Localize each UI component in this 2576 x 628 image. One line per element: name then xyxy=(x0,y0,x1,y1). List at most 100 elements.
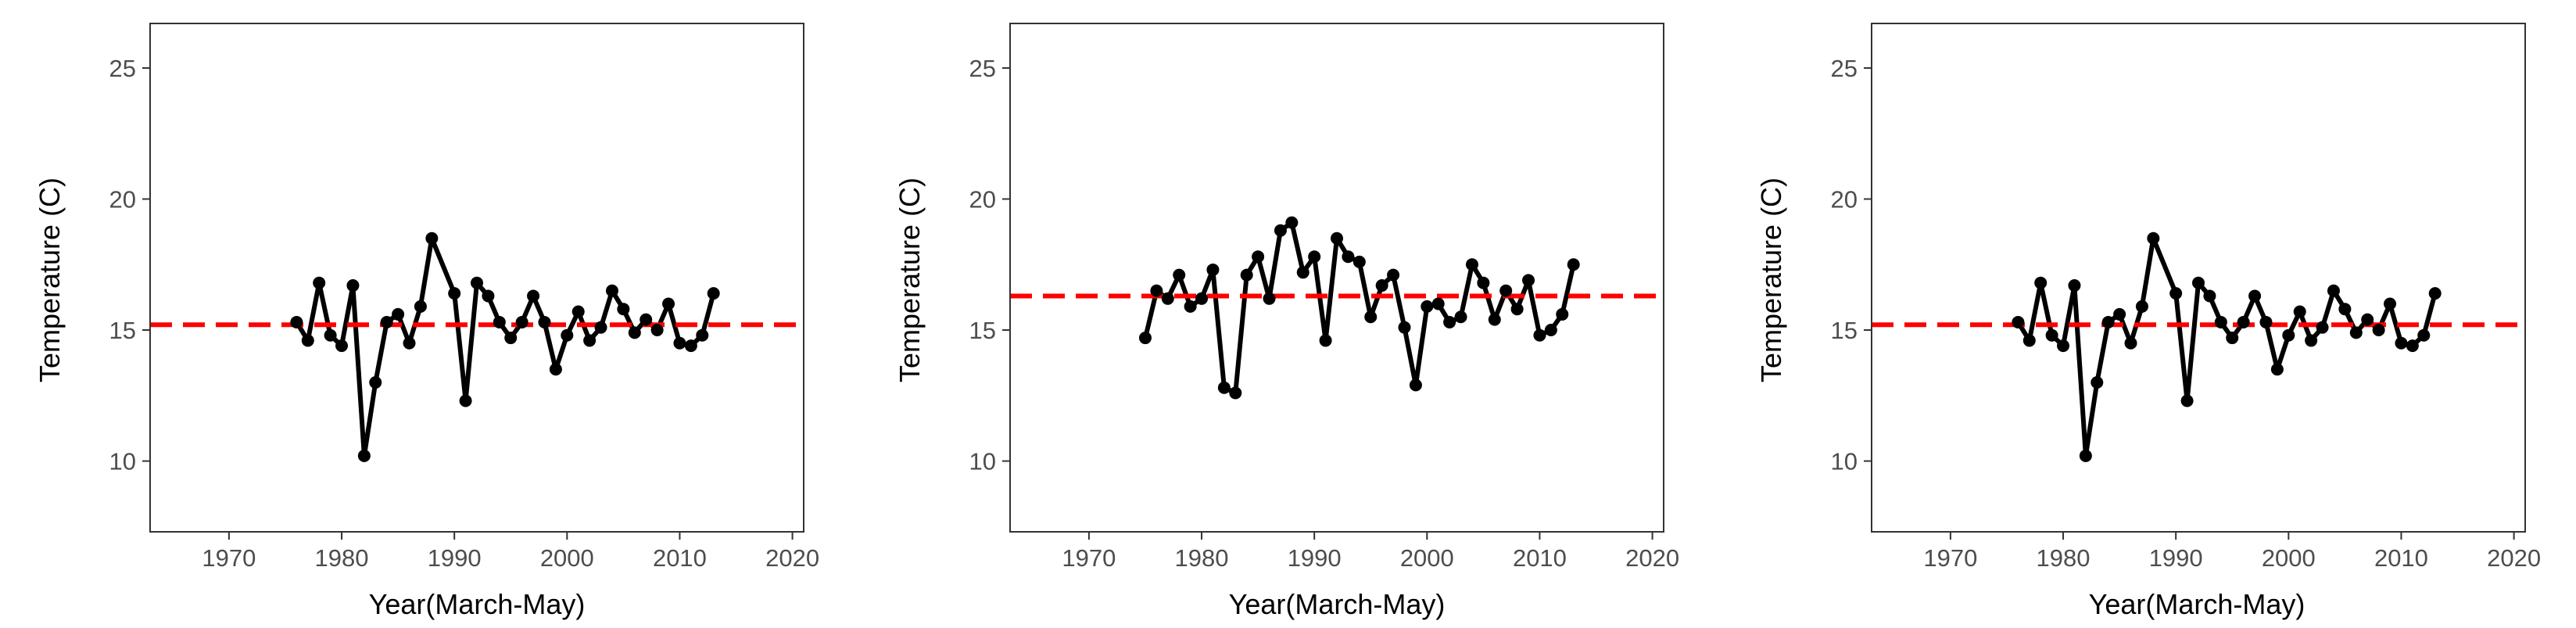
data-point xyxy=(1522,274,1535,287)
x-tick-label: 1980 xyxy=(315,544,369,572)
y-tick-label: 20 xyxy=(969,185,996,213)
data-point xyxy=(1274,224,1287,237)
data-point xyxy=(1375,279,1388,292)
y-tick-label: 20 xyxy=(1831,185,1858,213)
x-tick-label: 1990 xyxy=(2149,544,2203,572)
x-tick-label: 1970 xyxy=(1923,544,1977,572)
data-point xyxy=(1206,263,1220,276)
data-point xyxy=(1319,334,1332,347)
x-tick-label: 2010 xyxy=(2374,544,2428,572)
data-point xyxy=(662,297,675,310)
data-point xyxy=(640,313,653,326)
data-point xyxy=(1567,258,1580,271)
data-point xyxy=(571,305,585,318)
data-point xyxy=(301,334,314,347)
data-point xyxy=(2012,315,2025,328)
y-axis-title: Temperature (C) xyxy=(1755,178,1787,382)
data-point xyxy=(2259,315,2273,328)
data-point xyxy=(1398,321,1411,334)
data-point xyxy=(504,332,518,345)
data-point xyxy=(2180,394,2194,407)
data-point xyxy=(392,307,405,321)
data-point xyxy=(1138,332,1152,345)
data-point xyxy=(2305,334,2318,347)
data-point xyxy=(1465,258,1478,271)
data-point xyxy=(1431,297,1445,310)
x-tick-label: 2000 xyxy=(2262,544,2316,572)
data-point xyxy=(2091,376,2104,389)
data-point xyxy=(2327,284,2340,297)
data-point xyxy=(684,339,697,353)
x-tick-label: 1970 xyxy=(1062,544,1116,572)
data-point xyxy=(2270,363,2284,376)
data-point xyxy=(650,324,664,337)
data-point xyxy=(1533,328,1546,342)
chart-panel-1: Year(March-May) Temperature (C) 10 15 20 25… xyxy=(34,23,819,620)
data-point xyxy=(2101,315,2115,328)
data-point xyxy=(1263,292,1276,305)
x-tick-label: 1980 xyxy=(2037,544,2091,572)
y-tick-label: 25 xyxy=(969,55,996,82)
data-point xyxy=(335,339,349,353)
data-point xyxy=(1173,268,1186,282)
data-point xyxy=(357,449,371,462)
y-tick-label: 15 xyxy=(1831,317,1858,344)
data-point xyxy=(2045,328,2058,342)
data-point xyxy=(583,334,597,347)
panel-border xyxy=(1871,23,2526,533)
chart-panel-3: Year(March-May) Temperature (C) 10 15 20 25… xyxy=(1755,23,2541,620)
data-point xyxy=(1342,250,1355,264)
y-tick-label: 10 xyxy=(1831,448,1858,475)
x-tick-label: 1970 xyxy=(202,544,256,572)
data-point xyxy=(628,326,641,339)
data-point xyxy=(2293,305,2306,318)
data-point xyxy=(1364,310,1378,324)
data-point xyxy=(2361,313,2374,326)
y-tick-label: 10 xyxy=(109,448,136,475)
data-point xyxy=(448,287,461,300)
data-point xyxy=(2349,326,2363,339)
x-axis-title: Year(March-May) xyxy=(369,588,586,620)
y-tick-label: 25 xyxy=(109,55,136,82)
data-point xyxy=(1409,379,1422,392)
x-tick-label: 2020 xyxy=(2487,544,2541,572)
data-point xyxy=(1161,292,1174,305)
data-point xyxy=(1285,216,1299,229)
data-point xyxy=(707,287,720,300)
x-tick-label: 2020 xyxy=(1625,544,1679,572)
data-point xyxy=(617,303,630,316)
data-point xyxy=(1421,300,1434,313)
data-point xyxy=(2237,315,2250,328)
data-point xyxy=(369,376,382,389)
data-point xyxy=(1387,268,1400,282)
data-point xyxy=(1454,310,1467,324)
data-point xyxy=(2192,276,2205,289)
data-point xyxy=(561,328,574,342)
x-tick-label: 1990 xyxy=(1288,544,1342,572)
data-point xyxy=(482,289,495,303)
chart-panel-2: Year(March-May) Temperature (C) 10 15 20 25… xyxy=(894,23,1679,620)
data-point xyxy=(324,328,337,342)
x-tick-label: 2020 xyxy=(765,544,819,572)
data-point xyxy=(380,315,393,328)
data-point xyxy=(1195,292,1209,305)
data-point xyxy=(549,363,562,376)
data-point xyxy=(2214,315,2227,328)
data-point xyxy=(2147,231,2160,245)
data-point xyxy=(1229,386,1242,400)
data-point xyxy=(2395,336,2408,350)
y-tick-label: 15 xyxy=(969,317,996,344)
y-tick-label: 15 xyxy=(109,317,136,344)
data-point xyxy=(1488,313,1501,326)
data-point xyxy=(2057,339,2070,353)
y-tick-label: 10 xyxy=(969,448,996,475)
data-point xyxy=(515,315,528,328)
x-tick-label: 2010 xyxy=(1513,544,1567,572)
data-point xyxy=(1544,324,1557,337)
panel-border xyxy=(1009,23,1664,533)
y-axis-title: Temperature (C) xyxy=(34,178,66,382)
data-point xyxy=(2113,307,2126,321)
data-point xyxy=(1252,250,1265,264)
